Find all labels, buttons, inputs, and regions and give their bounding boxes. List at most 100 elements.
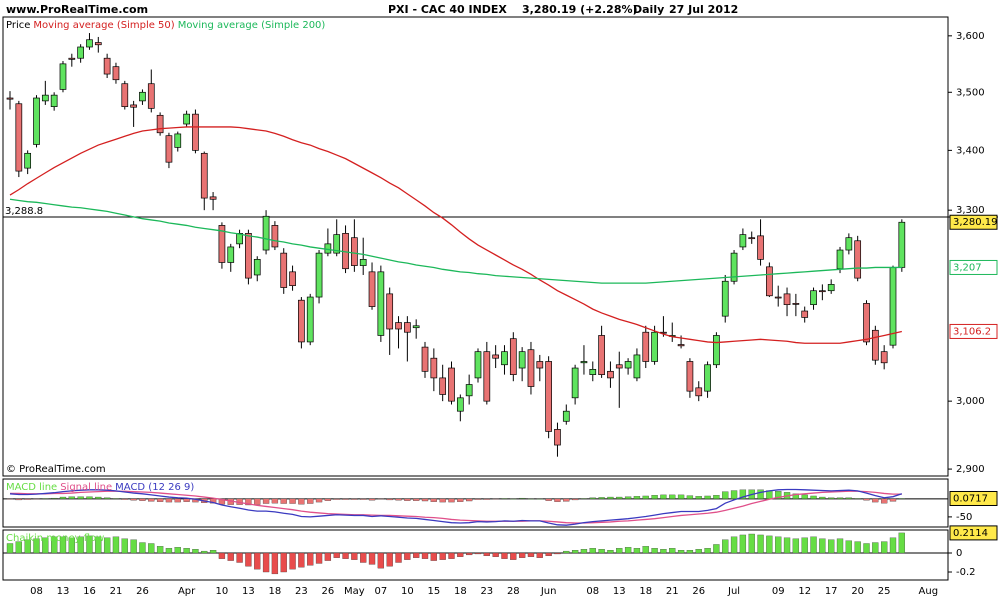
y-tick-label: 3,300: [956, 205, 985, 216]
histogram-bar: [351, 552, 358, 560]
histogram-bar: [545, 552, 552, 557]
last-value-label: 0.0717: [953, 493, 988, 504]
candle-body: [518, 351, 526, 369]
histogram-bar: [315, 498, 323, 503]
histogram-bar: [395, 498, 402, 501]
histogram-bar: [898, 532, 905, 554]
histogram-bar: [739, 534, 747, 554]
x-tick-label: 28: [507, 586, 520, 597]
histogram-bar: [881, 498, 888, 504]
histogram-bar: [209, 550, 217, 554]
x-tick-label: 13: [613, 586, 626, 597]
histogram-bar: [510, 552, 517, 560]
candle-body: [721, 280, 729, 317]
x-tick-label: 10: [401, 586, 414, 597]
histogram-bar: [580, 498, 588, 500]
histogram-bar: [598, 549, 605, 554]
candle-body: [677, 344, 685, 347]
candle-body: [218, 225, 226, 263]
histogram-bar: [51, 497, 58, 499]
x-tick-label: Jul: [727, 586, 740, 597]
y-tick-label: 3,600: [956, 31, 985, 42]
x-tick-label: 12: [798, 586, 811, 597]
histogram-bar: [59, 536, 67, 554]
candle-body: [430, 357, 438, 379]
candle-body: [845, 237, 853, 251]
histogram-bar: [466, 552, 473, 556]
candle-body: [351, 237, 358, 266]
candle-body: [492, 354, 499, 359]
candle-body: [262, 215, 270, 251]
candle-body: [642, 331, 650, 362]
histogram-bar: [518, 497, 526, 499]
histogram-bar: [42, 498, 49, 500]
histogram-bar: [6, 498, 14, 500]
histogram-bar: [527, 552, 535, 557]
candle-body: [474, 351, 482, 379]
histogram-bar: [112, 498, 120, 500]
candle-body: [748, 237, 756, 240]
histogram-bar: [360, 498, 367, 500]
candle-body: [412, 325, 420, 329]
candle-body: [112, 66, 120, 81]
legend-entry: MACD (12 26 9): [115, 482, 194, 493]
histogram-bar: [518, 552, 526, 558]
legend-entry: Moving average (Simple 50): [33, 20, 174, 31]
candle-body: [359, 259, 367, 266]
histogram-bar: [651, 495, 658, 499]
copyright: © ProRealTime.com: [6, 464, 106, 475]
candle-body: [315, 252, 323, 298]
candle-body: [253, 259, 261, 276]
histogram-bar: [757, 534, 764, 554]
histogram-bar: [121, 538, 128, 554]
candle-body: [103, 57, 111, 75]
y-tick-label: -50: [956, 512, 972, 523]
candle-body: [386, 293, 394, 330]
histogram-bar: [448, 498, 455, 503]
y-tick-label: 3,000: [956, 396, 985, 407]
histogram-bar: [271, 552, 279, 575]
histogram-bar: [77, 536, 84, 554]
candle-body: [448, 367, 455, 402]
histogram-bar: [33, 498, 40, 500]
candle-body: [615, 364, 623, 369]
last-value-label-box: [949, 490, 998, 506]
histogram-bar: [660, 494, 667, 499]
x-tick-label: 23: [295, 586, 308, 597]
histogram-bar: [872, 498, 879, 503]
y-tick-label: -0.2: [956, 567, 976, 578]
histogram-bar: [633, 496, 641, 499]
histogram-bar: [289, 498, 296, 504]
histogram-bar: [695, 496, 702, 499]
histogram-bar: [342, 498, 349, 500]
last-price-label-box: [949, 214, 998, 230]
histogram-bar: [77, 496, 84, 499]
histogram-bar: [280, 552, 287, 573]
histogram-bar: [748, 533, 755, 554]
candle-body: [192, 113, 199, 151]
candle-body: [174, 133, 182, 148]
histogram-bar: [616, 496, 623, 499]
histogram-bar: [580, 549, 588, 554]
candle-body: [730, 252, 738, 282]
histogram-bar: [607, 496, 614, 499]
last-price-label: 3,280.19: [953, 217, 998, 228]
histogram-bar: [783, 537, 791, 554]
histogram-bar: [68, 537, 75, 554]
x-tick-label: 26: [136, 586, 149, 597]
x-tick-label: 09: [772, 586, 785, 597]
histogram-bar: [130, 498, 137, 501]
x-tick-label: 07: [374, 586, 387, 597]
x-tick-label: 26: [692, 586, 705, 597]
histogram-bar: [863, 543, 870, 554]
candle-body: [827, 284, 835, 292]
histogram-bar: [245, 498, 252, 506]
histogram-bar: [95, 536, 102, 554]
candle-body: [598, 335, 605, 375]
candle-body: [50, 94, 58, 107]
candle-body: [801, 310, 809, 318]
histogram-bar: [457, 552, 464, 557]
histogram-bar: [103, 497, 111, 499]
x-tick-label: 16: [83, 586, 96, 597]
